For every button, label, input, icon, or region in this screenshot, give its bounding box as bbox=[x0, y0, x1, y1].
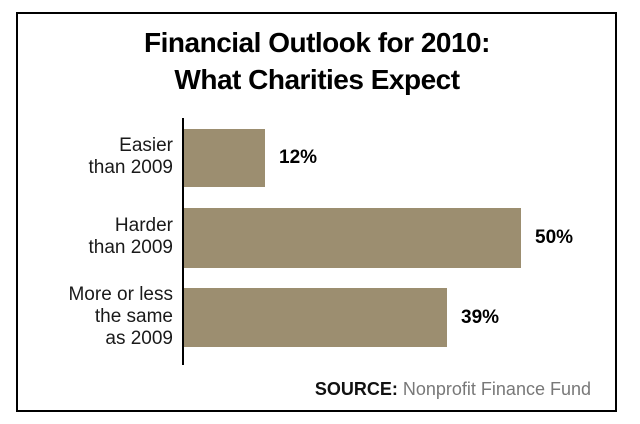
category-label: Harder than 2009 bbox=[88, 215, 173, 258]
chart-title: Financial Outlook for 2010: What Chariti… bbox=[17, 24, 617, 98]
bar bbox=[184, 129, 265, 187]
value-label: 39% bbox=[461, 307, 500, 328]
source-label: SOURCE: bbox=[314, 379, 398, 399]
bar bbox=[184, 208, 521, 268]
source-note: SOURCE: Nonprofit Finance Fund bbox=[315, 379, 591, 400]
category-label: Easier than 2009 bbox=[88, 135, 173, 178]
category-label: More or less the same as 2009 bbox=[68, 283, 173, 349]
value-label: 12% bbox=[279, 147, 318, 168]
y-axis-line bbox=[182, 118, 184, 365]
value-label: 50% bbox=[535, 227, 574, 248]
chart-title-line2: What Charities Expect bbox=[174, 64, 460, 95]
source-text: Nonprofit Finance Fund bbox=[397, 379, 591, 399]
chart-title-line1: Financial Outlook for 2010: bbox=[144, 27, 490, 58]
bar bbox=[184, 288, 447, 347]
